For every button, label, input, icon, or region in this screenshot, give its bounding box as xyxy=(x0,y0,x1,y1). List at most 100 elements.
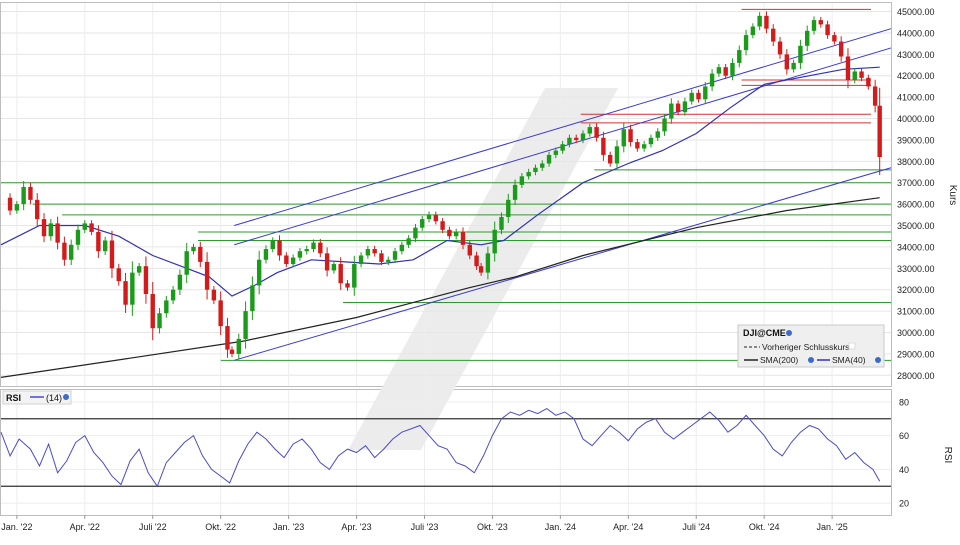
candle-down xyxy=(211,285,217,305)
candle-down xyxy=(324,247,330,277)
candle-body xyxy=(14,204,20,211)
candle-down xyxy=(109,230,115,279)
time-tick-label: Okt. '22 xyxy=(205,522,236,532)
candle-body xyxy=(607,154,613,164)
candle-down xyxy=(764,11,769,34)
candle-body xyxy=(35,199,40,220)
candle-up xyxy=(184,242,189,283)
candle-body xyxy=(460,231,466,245)
candle-body xyxy=(406,238,411,245)
candle-body xyxy=(560,144,565,151)
candle-body xyxy=(62,242,67,260)
candle-down xyxy=(574,134,579,144)
candle-body xyxy=(512,184,518,200)
candle-up xyxy=(256,250,262,295)
sma40-settings-icon[interactable] xyxy=(875,357,881,363)
time-tick-label: Jan. '22 xyxy=(1,522,32,532)
candle-body xyxy=(737,50,742,63)
candle-down xyxy=(818,16,823,28)
rsi-period: (14) xyxy=(46,393,62,403)
candle-body xyxy=(89,223,94,232)
candle-down xyxy=(204,252,210,300)
candle-down xyxy=(277,235,282,261)
candle-down xyxy=(89,220,94,236)
candle-up xyxy=(546,151,552,167)
candle-body xyxy=(852,71,857,81)
candle-body xyxy=(102,240,108,252)
candle-body xyxy=(413,227,418,239)
candle-up xyxy=(512,179,518,206)
candle-body xyxy=(229,349,235,354)
candle-body xyxy=(21,187,26,205)
candle-body xyxy=(877,105,882,158)
candle-down xyxy=(345,280,350,291)
candle-body xyxy=(130,272,135,305)
candle-up xyxy=(811,16,817,35)
candle-down xyxy=(777,37,783,59)
sma200-line xyxy=(0,197,880,378)
candle-body xyxy=(399,244,405,252)
price-overlay-lines xyxy=(0,8,892,378)
candle-body xyxy=(662,118,667,132)
candle-body xyxy=(386,259,391,262)
candle-up xyxy=(716,63,722,77)
candle-body xyxy=(184,251,189,275)
candle-body xyxy=(689,92,694,102)
candle-up xyxy=(791,59,796,73)
candle-body xyxy=(48,223,54,237)
legend-prev-close-checkbox[interactable] xyxy=(848,342,856,350)
candle-up xyxy=(311,239,316,253)
candle-body xyxy=(771,28,776,42)
candle-body xyxy=(635,142,640,149)
candle-body xyxy=(601,137,606,155)
price-tick-label: 38000.00 xyxy=(897,157,935,167)
price-tick-label: 45000.00 xyxy=(897,7,935,17)
candle-down xyxy=(877,87,882,176)
candle-body xyxy=(345,283,350,288)
candle-body xyxy=(872,86,878,106)
candle-down xyxy=(601,131,606,161)
candle-down xyxy=(460,227,466,250)
candle-down xyxy=(143,256,149,304)
candle-body xyxy=(621,129,626,147)
candle-body xyxy=(492,229,497,254)
candle-body xyxy=(55,223,60,243)
candle-body xyxy=(546,154,552,164)
candle-body xyxy=(757,15,762,27)
candle-up xyxy=(48,218,54,241)
candle-body xyxy=(447,229,452,237)
rsi-tick-label: 80 xyxy=(899,397,909,407)
legend-title: DJI@CME xyxy=(743,328,786,338)
candle-body xyxy=(838,41,844,57)
candle-up xyxy=(737,45,742,68)
candle-body xyxy=(453,231,459,237)
candle-body xyxy=(426,214,432,220)
rsi-line xyxy=(0,408,881,488)
candle-up xyxy=(164,295,169,318)
candle-down xyxy=(433,211,439,225)
legend-sma40: SMA(40) xyxy=(832,355,866,365)
sma200-settings-icon[interactable] xyxy=(808,357,814,363)
candle-body xyxy=(594,127,599,138)
candle-down xyxy=(594,123,599,142)
candle-body xyxy=(304,249,309,252)
candle-up xyxy=(453,228,459,240)
price-tick-label: 44000.00 xyxy=(897,28,935,38)
candle-up xyxy=(587,123,593,137)
candle-down xyxy=(825,20,830,39)
candle-body xyxy=(82,223,87,230)
rsi-settings-icon[interactable] xyxy=(63,394,69,400)
candle-body xyxy=(859,71,864,78)
candle-body xyxy=(256,259,262,286)
price-axis-label: Kurs xyxy=(947,185,958,206)
info-icon[interactable] xyxy=(786,330,792,336)
candle-body xyxy=(379,253,384,262)
price-legend: DJI@CME Vorheriger Schlusskurs SMA(200) … xyxy=(737,324,885,368)
candle-body xyxy=(41,219,47,237)
candle-down xyxy=(372,245,377,257)
candle-body xyxy=(764,15,769,29)
rsi-axis: 80 60 40 20 xyxy=(899,397,909,508)
price-tick-label: 32000.00 xyxy=(897,285,935,295)
candle-down xyxy=(123,272,128,313)
